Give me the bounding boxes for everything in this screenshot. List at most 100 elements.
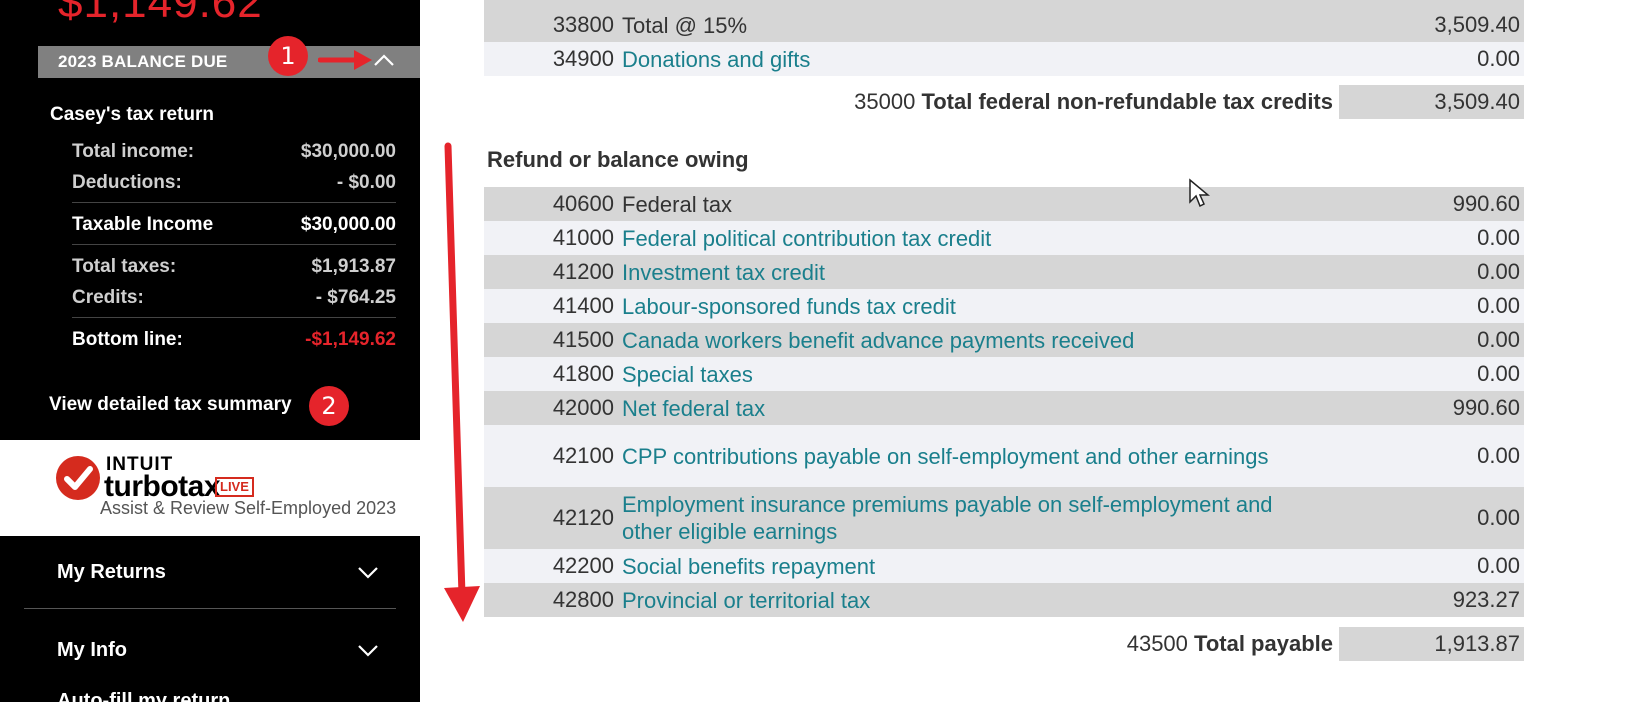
line-link[interactable]: Special taxes (622, 361, 753, 387)
table-row (484, 0, 1524, 8)
summary-value: - $764.25 (315, 286, 396, 308)
total-label: 35000 Total federal non-refundable tax c… (484, 89, 1339, 115)
divider (72, 202, 396, 203)
table-row: 42120 Employment insurance premiums paya… (484, 487, 1524, 549)
payable-total-row: 43500 Total payable 1,913.87 (484, 627, 1524, 661)
table-row: 41400 Labour-sponsored funds tax credit … (484, 289, 1524, 323)
credits-total-row: 35000 Total federal non-refundable tax c… (484, 85, 1524, 119)
mouse-cursor-icon (1189, 178, 1210, 208)
table-row: 41000 Federal political contribution tax… (484, 221, 1524, 255)
table-row: 42800 Provincial or territorial tax 923.… (484, 583, 1524, 617)
table-row: 40600 Federal tax 990.60 (484, 187, 1524, 221)
total-value: 3,509.40 (1339, 85, 1524, 119)
balance-due-amount: $1,149.62 (58, 0, 263, 27)
line-code: 42100 (552, 443, 614, 468)
total-title: Total payable (1194, 631, 1333, 656)
line-link[interactable]: Social benefits repayment (622, 553, 876, 579)
nav-divider (24, 608, 396, 609)
summary-row-total-taxes: Total taxes: $1,913.87 (50, 251, 396, 282)
table-row: 42200 Social benefits repayment 0.00 (484, 549, 1524, 583)
line-value: 0.00 (1477, 443, 1520, 468)
chevron-down-icon (358, 567, 378, 579)
table-row: 42000 Net federal tax 990.60 (484, 391, 1524, 425)
line-label: Federal tax (622, 191, 733, 217)
line-code: 43500 (1126, 631, 1188, 656)
line-link[interactable]: CPP contributions payable on self-employ… (622, 443, 1269, 469)
view-detailed-tax-summary-link[interactable]: View detailed tax summary (49, 394, 292, 415)
summary-row-taxable-income: Taxable Income $30,000.00 (50, 209, 396, 240)
line-link[interactable]: Investment tax credit (622, 259, 825, 285)
nav-my-info[interactable]: My Info (24, 620, 396, 680)
summary-value: -$1,149.62 (305, 328, 396, 350)
line-label: Total @ 15% (622, 12, 748, 38)
summary-row-credits: Credits: - $764.25 (50, 282, 396, 313)
summary-label: Taxable Income (72, 213, 214, 235)
line-code: 41000 (552, 225, 614, 250)
return-title: Casey's tax return (50, 104, 214, 125)
total-label: 43500 Total payable (484, 631, 1339, 657)
line-link[interactable]: Canada workers benefit advance payments … (622, 327, 1135, 353)
line-value: 923.27 (1452, 587, 1520, 612)
annotation-badge-2: 2 (309, 386, 349, 426)
line-value: 0.00 (1477, 505, 1520, 530)
summary-label: Deductions: (72, 171, 182, 193)
line-code: 41500 (552, 327, 614, 352)
summary-label: Bottom line: (72, 328, 183, 350)
table-row: 41500 Canada workers benefit advance pay… (484, 323, 1524, 357)
table-row: 41200 Investment tax credit 0.00 (484, 255, 1524, 289)
summary-value: - $0.00 (336, 171, 396, 193)
summary-row-deductions: Deductions: - $0.00 (50, 167, 396, 198)
table-row: 33800 Total @ 15% 3,509.40 (484, 8, 1524, 42)
line-link[interactable]: Federal political contribution tax credi… (622, 225, 992, 251)
line-value: 990.60 (1452, 395, 1520, 420)
tax-summary: Casey's tax return Total income: $30,000… (50, 104, 396, 355)
line-link[interactable]: Labour-sponsored funds tax credit (622, 293, 956, 319)
line-code: 40600 (552, 191, 614, 216)
line-value: 0.00 (1477, 225, 1520, 250)
table-row: 41800 Special taxes 0.00 (484, 357, 1524, 391)
summary-value: $30,000.00 (300, 140, 396, 162)
summary-row-bottom-line: Bottom line: -$1,149.62 (50, 324, 396, 355)
line-link[interactable]: Net federal tax (622, 395, 766, 421)
line-code: 41200 (552, 259, 614, 284)
line-code: 41800 (552, 361, 614, 386)
summary-label: Credits: (72, 286, 144, 308)
chevron-up-icon[interactable] (372, 52, 396, 68)
line-link[interactable]: Employment insurance premiums payable on… (622, 492, 1273, 544)
table-row: 42100 CPP contributions payable on self-… (484, 425, 1524, 487)
line-code: 35000 (854, 89, 916, 114)
nav-label: My Returns (57, 560, 166, 583)
annotation-arrow-icon (444, 142, 480, 622)
line-code: 34900 (552, 46, 614, 71)
table-row: 34900 Donations and gifts 0.00 (484, 42, 1524, 76)
section-heading: Refund or balance owing (487, 147, 749, 172)
checkmark-logo-icon (56, 456, 100, 500)
summary-label: Total income: (72, 140, 195, 162)
total-value: 1,913.87 (1339, 627, 1524, 661)
line-value: 0.00 (1477, 46, 1520, 71)
line-value: 0.00 (1477, 259, 1520, 284)
total-title: Total federal non-refundable tax credits (921, 89, 1333, 114)
turbotax-logo: INTUIT turbotax LIVE Assist & Review Sel… (0, 440, 420, 536)
chevron-down-icon (358, 645, 378, 657)
live-badge: LIVE (215, 477, 254, 497)
divider (72, 244, 396, 245)
summary-value: $1,913.87 (311, 255, 396, 277)
turbotax-wordmark: turbotax (104, 470, 221, 503)
line-link[interactable]: Donations and gifts (622, 46, 811, 72)
summary-value: $30,000.00 (300, 213, 396, 235)
summary-label: Total taxes: (72, 255, 177, 277)
line-value: 0.00 (1477, 361, 1520, 386)
line-code: 33800 (552, 12, 614, 37)
line-code: 42200 (552, 553, 614, 578)
line-code: 42000 (552, 395, 614, 420)
line-value: 0.00 (1477, 293, 1520, 318)
divider (72, 317, 396, 318)
nav-auto-fill[interactable]: Auto-fill my return (57, 690, 231, 702)
nav-my-returns[interactable]: My Returns (24, 542, 396, 602)
balance-due-label: 2023 BALANCE DUE (58, 52, 228, 71)
line-link[interactable]: Provincial or territorial tax (622, 587, 871, 613)
line-code: 41400 (552, 293, 614, 318)
nav-label: My Info (57, 638, 127, 661)
line-value: 990.60 (1452, 191, 1520, 216)
